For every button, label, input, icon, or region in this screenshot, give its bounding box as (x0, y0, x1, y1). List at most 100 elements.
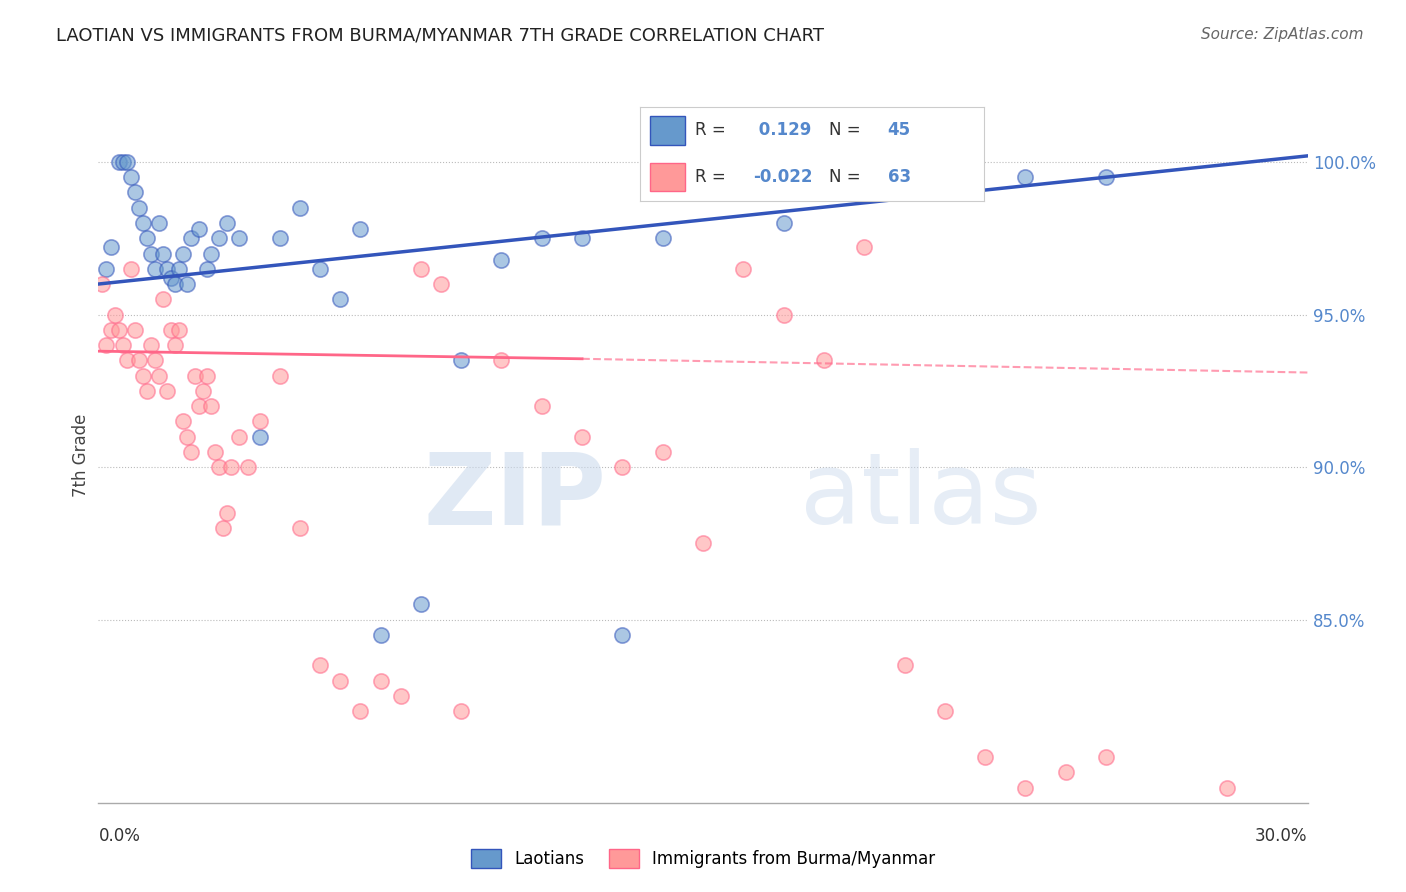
Text: 30.0%: 30.0% (1256, 827, 1308, 846)
Point (128, 353, 150, 368)
Point (893, 658, 915, 673)
Point (491, 353, 513, 368)
Text: 45: 45 (887, 121, 911, 139)
Point (217, 216, 239, 230)
Point (128, 201, 150, 215)
Point (370, 673, 392, 688)
Point (132, 368, 155, 383)
Point (148, 216, 170, 230)
Point (329, 673, 352, 688)
Point (249, 414, 271, 428)
Point (152, 246, 174, 260)
Point (115, 155, 138, 169)
Point (107, 155, 129, 169)
Point (1014, 780, 1036, 795)
Point (188, 222, 211, 236)
Point (530, 399, 553, 413)
Point (156, 384, 179, 398)
Point (236, 460, 259, 475)
Point (100, 240, 122, 254)
Point (107, 323, 129, 337)
Point (160, 271, 183, 285)
Point (188, 399, 211, 413)
Text: 63: 63 (887, 169, 911, 186)
Point (1054, 765, 1077, 780)
Text: -0.022: -0.022 (754, 169, 813, 186)
Point (135, 384, 157, 398)
Point (329, 293, 352, 307)
Point (156, 261, 179, 276)
Text: ZIP: ZIP (423, 448, 606, 545)
Point (934, 704, 956, 718)
Point (180, 445, 202, 459)
Point (269, 368, 291, 383)
Point (349, 222, 371, 236)
Point (853, 240, 876, 254)
Point (200, 399, 222, 413)
Point (409, 261, 432, 276)
Point (1095, 170, 1118, 185)
Point (249, 429, 271, 443)
Point (571, 231, 593, 245)
Point (212, 521, 235, 535)
Point (163, 277, 186, 291)
Text: R =: R = (695, 169, 731, 186)
Point (228, 429, 250, 443)
Text: 0.129: 0.129 (754, 121, 811, 139)
Text: N =: N = (830, 121, 866, 139)
Point (571, 429, 593, 443)
Point (172, 414, 194, 428)
Y-axis label: 7th Grade: 7th Grade (72, 413, 90, 497)
Point (139, 246, 162, 260)
Point (389, 689, 412, 703)
Point (1095, 750, 1118, 764)
Point (450, 704, 472, 718)
Point (135, 231, 157, 245)
Point (132, 216, 155, 230)
Point (813, 353, 835, 368)
Point (160, 323, 183, 337)
Point (172, 246, 194, 260)
Point (100, 323, 122, 337)
Point (309, 261, 332, 276)
Point (370, 628, 392, 642)
Point (974, 750, 997, 764)
Point (139, 338, 162, 352)
Point (167, 323, 190, 337)
Point (612, 460, 634, 475)
Point (491, 252, 513, 267)
Point (195, 261, 218, 276)
Point (143, 261, 166, 276)
Point (111, 155, 134, 169)
Point (167, 261, 190, 276)
Point (208, 231, 231, 245)
Point (269, 231, 291, 245)
Text: 0.0%: 0.0% (98, 827, 141, 846)
Point (120, 170, 142, 185)
Point (96, 338, 118, 352)
Point (204, 445, 226, 459)
Text: atlas: atlas (800, 448, 1042, 545)
FancyBboxPatch shape (650, 163, 685, 191)
Point (1014, 170, 1036, 185)
Point (288, 201, 311, 215)
Point (124, 323, 146, 337)
Point (530, 231, 553, 245)
Point (184, 368, 207, 383)
Point (430, 277, 453, 291)
Point (349, 704, 371, 718)
Point (176, 429, 198, 443)
Point (309, 658, 332, 673)
Point (195, 368, 218, 383)
Text: Source: ZipAtlas.com: Source: ZipAtlas.com (1201, 27, 1364, 42)
Point (143, 353, 166, 368)
Point (124, 186, 146, 200)
Point (692, 536, 714, 550)
Point (91, 277, 114, 291)
Point (1216, 780, 1239, 795)
FancyBboxPatch shape (650, 116, 685, 145)
Point (152, 293, 174, 307)
Point (115, 353, 138, 368)
Point (651, 231, 673, 245)
Point (180, 231, 202, 245)
